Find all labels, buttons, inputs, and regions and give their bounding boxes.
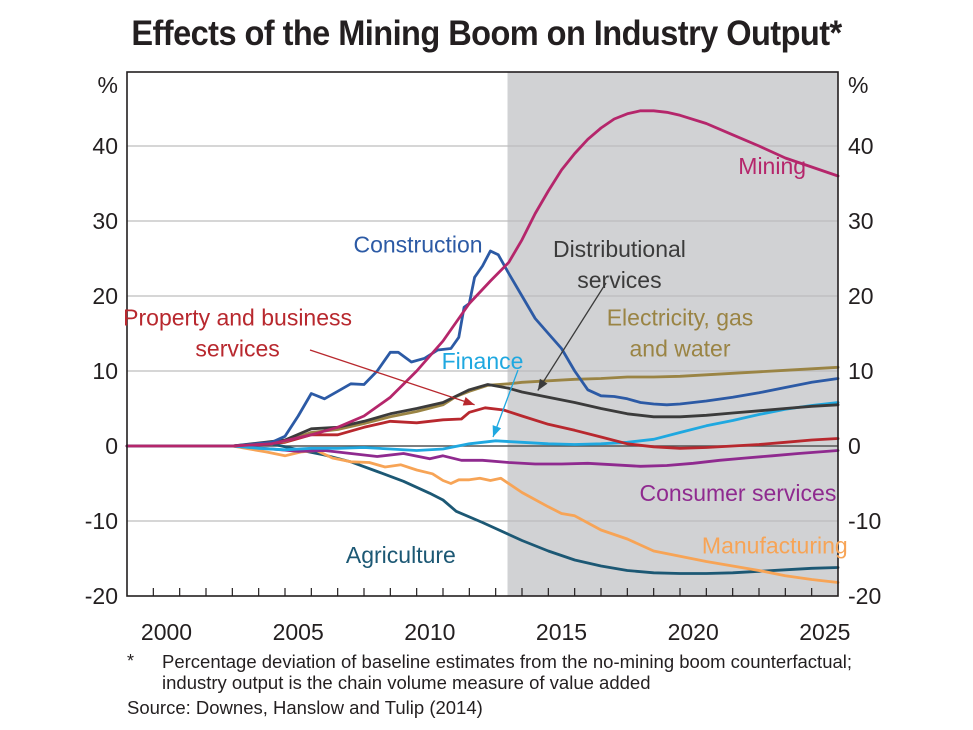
y-tick-label-left: -10 <box>85 508 118 534</box>
chart-title: Effects of the Mining Boom on Industry O… <box>131 14 842 53</box>
annotation-arrow-line <box>537 282 607 391</box>
annotation-arrow-head <box>462 397 475 406</box>
footnote-marker: * <box>127 651 135 671</box>
y-tick-label-right: -20 <box>848 583 881 609</box>
series-label-consumer-services: Consumer services <box>640 480 837 506</box>
series-line-manufacturing <box>125 444 840 584</box>
plot-frame <box>126 71 839 597</box>
series-label-property-and-business-services: services <box>195 335 279 361</box>
source-note: Source: Downes, Hanslow and Tulip (2014) <box>127 697 483 718</box>
y-tick-label-right: 20 <box>848 283 874 309</box>
y-tick-label-left: 20 <box>92 283 118 309</box>
x-tick-label: 2025 <box>799 619 850 645</box>
y-tick-label-left: 40 <box>92 133 118 159</box>
x-tick-label: 2010 <box>404 619 455 645</box>
x-tick-label: 2015 <box>536 619 587 645</box>
y-tick-label-right: 30 <box>848 208 874 234</box>
x-tick-label: 2005 <box>273 619 324 645</box>
series-label-construction: Construction <box>353 232 482 258</box>
annotation-arrow-head <box>492 425 502 437</box>
series-label-manufacturing: Manufacturing <box>702 532 848 558</box>
x-tick-label: 2020 <box>668 619 719 645</box>
series-line-consumer-services <box>125 444 840 468</box>
y-tick-label-right: 0 <box>848 433 861 459</box>
series-group <box>125 109 840 584</box>
series-label-finance: Finance <box>442 348 524 374</box>
y-tick-label-right: -10 <box>848 508 881 534</box>
series-label-mining: Mining <box>738 153 806 179</box>
x-tick-label: 2000 <box>141 619 192 645</box>
series-line-finance <box>125 401 840 452</box>
series-label-agriculture: Agriculture <box>346 542 456 568</box>
series-line-electricity-gas-and-water <box>125 365 840 448</box>
annotation-arrow-head <box>537 378 548 391</box>
y-tick-label-left: 0 <box>105 433 118 459</box>
y-tick-label-right: 40 <box>848 133 874 159</box>
series-line-property-and-business-services <box>125 406 840 450</box>
series-label-distributional-services: Distributional <box>553 236 686 262</box>
y-unit-left: % <box>98 72 118 98</box>
y-tick-label-left: -20 <box>85 583 118 609</box>
series-label-property-and-business-services: Property and business <box>123 304 352 330</box>
series-label-electricity-gas-and-water: Electricity, gas <box>607 304 754 330</box>
projection-shading <box>507 72 838 596</box>
y-tick-label-left: 10 <box>92 358 118 384</box>
series-label-distributional-services: services <box>577 267 661 293</box>
footnote-text: Percentage deviation of baseline estimat… <box>162 651 853 693</box>
series-line-mining <box>125 109 840 448</box>
y-tick-label-right: 10 <box>848 358 874 384</box>
annotation-arrow-line <box>309 349 475 406</box>
annotation-arrow-line <box>492 369 519 438</box>
y-unit-right: % <box>848 72 868 98</box>
series-label-electricity-gas-and-water: and water <box>629 335 730 361</box>
y-tick-label-left: 30 <box>92 208 118 234</box>
series-line-construction <box>125 249 840 448</box>
